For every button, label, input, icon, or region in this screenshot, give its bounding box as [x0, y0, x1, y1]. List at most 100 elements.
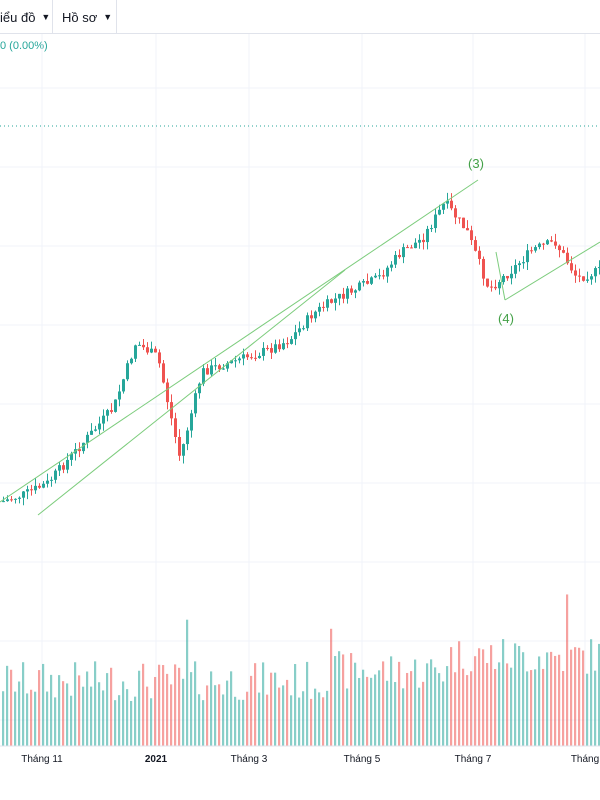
- candle-body: [406, 247, 409, 249]
- volume-bar: [206, 685, 209, 746]
- candle-body: [202, 368, 205, 384]
- candle-body: [286, 343, 289, 345]
- volume-bar: [594, 670, 597, 746]
- candle-body: [418, 239, 421, 243]
- candle-body: [146, 347, 149, 353]
- volume-bar: [2, 691, 5, 746]
- candle-body: [54, 470, 57, 480]
- volume-bar: [330, 628, 333, 746]
- volume-bar: [26, 693, 29, 746]
- volume-bar: [90, 686, 93, 746]
- candle-body: [174, 418, 177, 438]
- volume-bar: [166, 673, 169, 746]
- candle-body: [70, 453, 73, 460]
- candle-body: [546, 240, 549, 245]
- volume-bar: [194, 661, 197, 746]
- candle-body: [318, 306, 321, 312]
- volume-bar: [430, 659, 433, 746]
- candle-body: [506, 275, 509, 279]
- candle-body: [178, 437, 181, 456]
- candle-body: [218, 365, 221, 370]
- volume-bar: [522, 652, 525, 746]
- volume-bar: [530, 670, 533, 746]
- volume-bar: [286, 679, 289, 746]
- candle-body: [222, 368, 225, 370]
- candle-body: [594, 268, 597, 277]
- candle-body: [526, 250, 529, 263]
- candle-body: [542, 243, 545, 245]
- candle-body: [242, 354, 245, 359]
- wave-label-3: (3): [468, 156, 484, 171]
- candle-body: [470, 230, 473, 241]
- volume-bar: [542, 668, 545, 746]
- volume-bar: [190, 672, 193, 746]
- volume-bar: [386, 680, 389, 746]
- volume-bar: [518, 645, 521, 746]
- candle-body: [226, 363, 229, 369]
- candle-body: [98, 423, 101, 430]
- candle-body: [550, 240, 553, 242]
- volume-bar: [58, 675, 61, 746]
- volume-bar: [298, 697, 301, 746]
- volume-bar: [318, 692, 321, 746]
- trendline-wave4: [504, 241, 600, 301]
- candle-body: [326, 299, 329, 308]
- volume-bar: [502, 639, 505, 746]
- volume-bar: [6, 665, 9, 746]
- candle-body: [166, 382, 169, 403]
- candle-body: [10, 499, 13, 501]
- candle-body: [298, 328, 301, 333]
- candle-body: [182, 444, 185, 456]
- trendline-lower: [37, 269, 346, 516]
- volume-bar: [402, 688, 405, 746]
- volume-bar: [10, 669, 13, 746]
- candle-body: [558, 245, 561, 251]
- candle-body: [238, 358, 241, 361]
- candle-body: [574, 270, 577, 276]
- candle-body: [290, 339, 293, 344]
- candle-body: [502, 275, 505, 283]
- profile-menu-label: Hồ sơ: [62, 9, 98, 25]
- candle-body: [2, 501, 5, 503]
- candle-body: [14, 498, 17, 500]
- candle-body: [474, 240, 477, 251]
- volume-bar: [222, 694, 225, 746]
- volume-bar: [498, 662, 501, 746]
- volume-bar: [478, 648, 481, 746]
- volume-bar: [374, 674, 377, 746]
- candle-body: [62, 465, 65, 470]
- candle-body: [118, 391, 121, 400]
- candle-body: [50, 479, 53, 481]
- volume-bar: [134, 696, 137, 746]
- chart-menu-button[interactable]: iểu đồ ▼: [0, 0, 50, 34]
- volume-bar: [354, 662, 357, 746]
- volume-bar: [370, 677, 373, 746]
- volume-bar: [226, 680, 229, 746]
- volume-bar: [450, 647, 453, 746]
- volume-bar: [182, 678, 185, 746]
- price-change-readout: 0 (0.00%): [0, 40, 48, 52]
- candle-body: [86, 434, 89, 443]
- candle-body: [26, 489, 29, 492]
- volume-bar: [22, 662, 25, 746]
- volume-bar: [210, 671, 213, 746]
- volume-bar: [170, 684, 173, 746]
- candle-body: [210, 365, 213, 375]
- candle-body: [278, 344, 281, 350]
- volume-bar: [18, 681, 21, 746]
- candle-body: [450, 200, 453, 209]
- candle-body: [190, 413, 193, 431]
- volume-bar: [138, 670, 141, 746]
- candlestick-chart[interactable]: (3) (4) Tháng 11 2021 Tháng 3 Tháng 5 Th…: [0, 34, 600, 800]
- volume-bar: [254, 663, 257, 746]
- profile-menu-button[interactable]: Hồ sơ ▼: [62, 0, 112, 34]
- candle-body: [18, 497, 21, 499]
- volume-bar: [238, 699, 241, 746]
- candle-body: [302, 328, 305, 330]
- candle-body: [414, 242, 417, 249]
- candle-body: [274, 344, 277, 353]
- volume-bar: [398, 661, 401, 746]
- volume-bar: [322, 697, 325, 746]
- volume-bar: [410, 671, 413, 746]
- volume-bar: [86, 671, 89, 746]
